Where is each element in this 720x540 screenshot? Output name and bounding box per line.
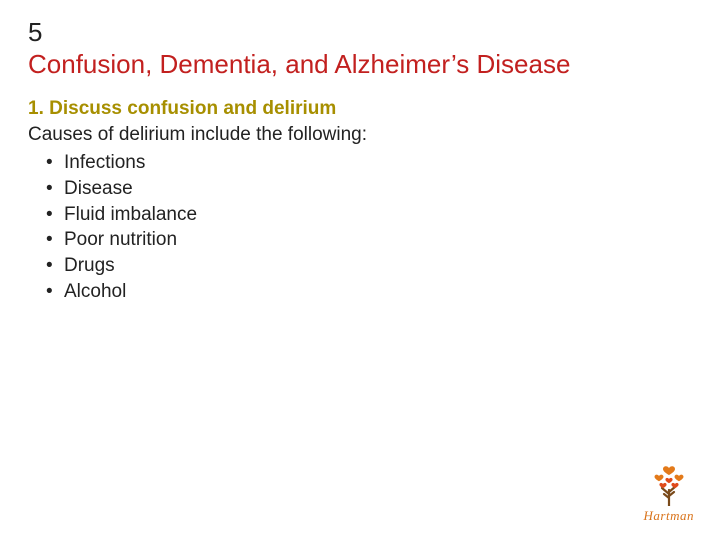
chapter-title: Confusion, Dementia, and Alzheimer’s Dis… — [28, 48, 692, 81]
list-item: Fluid imbalance — [46, 202, 692, 228]
list-item: Poor nutrition — [46, 227, 692, 253]
section-heading: 1. Discuss confusion and delirium — [28, 98, 692, 120]
section-intro: Causes of delirium include the following… — [28, 124, 692, 146]
tree-icon — [648, 462, 690, 506]
bullet-list: Infections Disease Fluid imbalance Poor … — [28, 150, 692, 304]
logo-text: Hartman — [644, 508, 694, 524]
list-item: Drugs — [46, 253, 692, 279]
list-item: Alcohol — [46, 279, 692, 305]
publisher-logo: Hartman — [644, 462, 694, 524]
list-item: Disease — [46, 176, 692, 202]
list-item: Infections — [46, 150, 692, 176]
chapter-number: 5 — [28, 18, 692, 48]
